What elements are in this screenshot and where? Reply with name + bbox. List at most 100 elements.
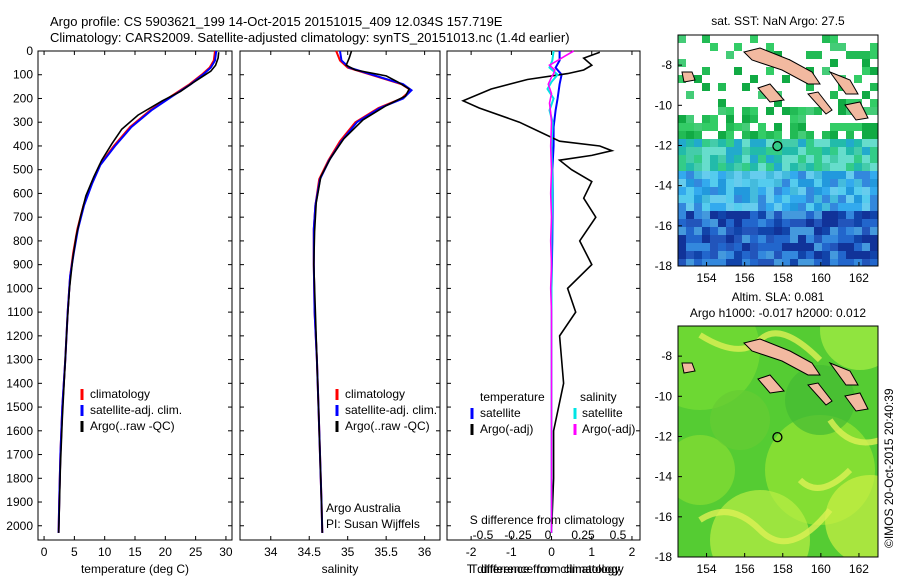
x-tick-label: 0.5 (610, 528, 627, 542)
sst-cell (862, 195, 870, 203)
x-tick-label: -1 (506, 545, 517, 559)
sst-cell (782, 107, 790, 115)
y-tick-label: 700 (13, 210, 33, 224)
sst-cell (686, 171, 694, 179)
sst-cell (806, 259, 814, 266)
sst-cell (742, 243, 750, 251)
sst-cell (734, 163, 742, 171)
sst-cell (822, 163, 830, 171)
map-frame (677, 325, 879, 558)
sst-cell (838, 187, 846, 195)
sst-cell (854, 139, 862, 147)
sst-cell (854, 147, 862, 155)
sst-cell (758, 147, 766, 155)
sst-cell (702, 163, 710, 171)
sst-cell (838, 219, 846, 227)
sst-cell (862, 131, 870, 139)
sst-cell (734, 123, 742, 131)
sst-cell (750, 187, 758, 195)
sst-cell (702, 195, 710, 203)
map-title: Altim. SLA: 0.081 (732, 290, 825, 304)
sst-cell (710, 195, 718, 203)
sst-cell (854, 211, 862, 219)
sst-cell (774, 163, 782, 171)
x-axis-label: S difference from climatology (470, 513, 625, 527)
sst-cell (862, 211, 870, 219)
sst-cell (678, 179, 686, 187)
sst-cell (678, 131, 686, 139)
island-shape (807, 91, 833, 115)
sst-cell (750, 35, 758, 43)
y-tick-label: 1200 (6, 329, 33, 343)
sst-cell (734, 259, 742, 266)
sst-cell (718, 211, 726, 219)
x-tick-label: 0 (545, 528, 552, 542)
sst-cell (694, 179, 702, 187)
sst-cell (734, 171, 742, 179)
sst-cell (774, 235, 782, 243)
sst-cell (822, 67, 830, 75)
sst-cell (870, 251, 878, 259)
sst-cell (854, 227, 862, 235)
map-field (678, 326, 878, 557)
sst-cell (846, 171, 854, 179)
y-tick-label: -14 (655, 179, 673, 193)
x-tick-label: 10 (98, 545, 112, 559)
sst-cell (678, 171, 686, 179)
sst-cell (734, 195, 742, 203)
x-tick-label: -2 (466, 545, 477, 559)
sst-cell (846, 211, 854, 219)
panel-difference: -2 -1 0 1 2 T difference from climatology (446, 50, 641, 576)
sst-cell (870, 67, 878, 75)
sst-cell (822, 259, 830, 266)
sst-cell (806, 219, 814, 227)
sst-cell (854, 187, 862, 195)
sst-cell (694, 139, 702, 147)
y-tick-label: 1700 (6, 448, 33, 462)
island-shape (828, 70, 859, 95)
sst-cell (798, 187, 806, 195)
sst-cell (710, 203, 718, 211)
sst-cell (710, 219, 718, 227)
x-tick-label: 34 (264, 545, 278, 559)
sst-cell (758, 195, 766, 203)
sst-cell (854, 259, 862, 266)
x-axis-label: temperature (deg C) (81, 562, 189, 576)
sst-cell (750, 211, 758, 219)
x-tick-label: -0.25 (504, 528, 532, 542)
sst-cell (686, 123, 694, 131)
sst-cell (790, 115, 798, 123)
sst-cell (750, 243, 758, 251)
x-tick-label: 0.25 (571, 528, 595, 542)
sst-cell (830, 171, 838, 179)
sst-cell (758, 243, 766, 251)
sst-cell (814, 251, 822, 259)
sst-cell (718, 179, 726, 187)
sst-cell (846, 251, 854, 259)
x-tick-label: 1 (588, 545, 595, 559)
legend-label: Argo(-adj) (582, 422, 635, 436)
sst-cell (750, 107, 758, 115)
sst-cell (742, 227, 750, 235)
sst-cell (870, 203, 878, 211)
sst-cell (702, 123, 710, 131)
sst-cell (766, 187, 774, 195)
sst-cell (686, 187, 694, 195)
x-tick-label: 154 (697, 271, 717, 285)
sst-cell (862, 59, 870, 67)
sst-cell (702, 243, 710, 251)
sst-cell (718, 195, 726, 203)
sst-cell (830, 219, 838, 227)
sst-cell (846, 123, 854, 131)
sst-cell (710, 171, 718, 179)
sst-cell (710, 43, 718, 51)
sst-cell (838, 99, 846, 107)
sst-cell (766, 227, 774, 235)
sst-cell (702, 115, 710, 123)
sst-cell (814, 179, 822, 187)
sst-cell (686, 131, 694, 139)
sst-cell (846, 179, 854, 187)
sst-cell (814, 211, 822, 219)
map-sla_map: 154 156 158 160 162 -8 -10 -12 -14 -16 -18 (655, 325, 879, 576)
sst-cell (678, 139, 686, 147)
